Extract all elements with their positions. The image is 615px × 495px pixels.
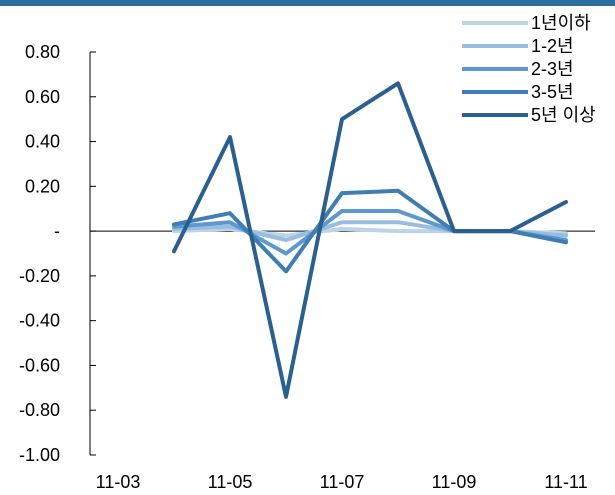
legend-label-1: 1-2년	[531, 36, 574, 56]
x-tick-label: 11-09	[432, 472, 477, 492]
x-tick-label: 11-05	[208, 472, 253, 492]
y-tick-label: 0.80	[25, 42, 60, 62]
legend-label-2: 2-3년	[531, 59, 574, 79]
y-tick-label: -	[54, 221, 60, 241]
y-tick-label: 0.40	[25, 132, 60, 152]
legend-label-3: 3-5년	[531, 82, 574, 102]
legend-label-4: 5년 이상	[531, 105, 596, 125]
y-tick-label: -0.40	[19, 311, 60, 331]
x-tick-label: 11-07	[320, 472, 365, 492]
y-tick-label: -0.20	[19, 266, 60, 286]
y-tick-label: -0.80	[19, 400, 60, 420]
x-tick-label: 11-11	[544, 472, 587, 492]
y-tick-label: 0.60	[25, 87, 60, 107]
series-line-4	[172, 81, 568, 399]
y-tick-label: 0.20	[25, 176, 60, 196]
x-tick-label: 11-03	[96, 472, 141, 492]
legend-label-0: 1년이하	[531, 13, 591, 33]
top-rule	[0, 0, 615, 6]
y-tick-label: -0.60	[19, 355, 60, 375]
y-tick-label: -1.00	[19, 445, 60, 465]
